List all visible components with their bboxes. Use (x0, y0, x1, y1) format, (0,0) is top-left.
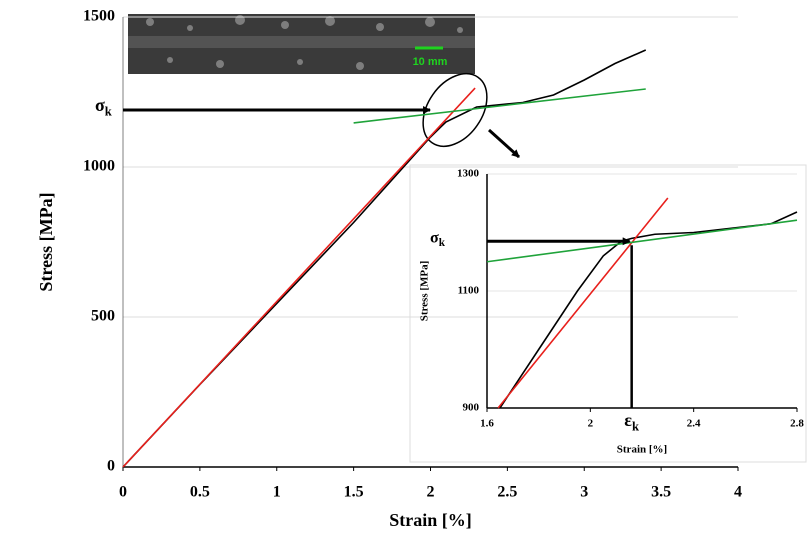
annotation-subscript: k (439, 237, 446, 249)
y-tick-label: 900 (463, 402, 480, 414)
inset-frame (409, 164, 807, 463)
annotation-label: σk (95, 95, 112, 118)
data-line (122, 87, 476, 468)
x-tick-label: 3 (580, 484, 588, 501)
annotation-symbol: σ (95, 95, 105, 115)
specimen-image: 10 mm (128, 14, 475, 74)
x-tick-label: 1.6 (480, 418, 494, 430)
zoom-arrow (487, 128, 521, 159)
zoom-ellipse (422, 73, 488, 147)
x-tick-label: 2 (588, 418, 594, 430)
annotation-label: εk (624, 410, 639, 433)
data-line (122, 49, 647, 468)
y-axis-label: Stress [MPa] (36, 192, 56, 291)
y-tick-label: 0 (107, 458, 115, 475)
x-tick-label: 2.4 (687, 418, 701, 430)
annotation-subscript: k (632, 419, 639, 433)
x-axis-label: Strain [%] (617, 444, 667, 456)
scale-label: 10 mm (413, 56, 448, 68)
y-axis-label: Stress [MPa] (419, 261, 431, 322)
y-tick-label: 1300 (457, 168, 480, 180)
annotation-symbol: ε (624, 410, 632, 430)
x-tick-label: 1 (273, 484, 281, 501)
y-tick-label: 500 (91, 308, 115, 325)
x-tick-label: 2.5 (497, 484, 517, 501)
data-line (497, 197, 669, 409)
y-tick-label: 1500 (83, 8, 115, 25)
x-tick-label: 3.5 (651, 484, 671, 501)
annotation-symbol: σ (430, 229, 439, 246)
data-line (353, 88, 646, 124)
annotation-label: σk (430, 229, 446, 249)
x-axis-label: Strain [%] (389, 510, 472, 530)
x-tick-label: 2.8 (790, 418, 804, 430)
x-tick-label: 2 (427, 484, 435, 501)
y-tick-label: 1000 (83, 158, 115, 175)
x-tick-label: 0 (119, 484, 127, 501)
x-tick-label: 1.5 (344, 484, 364, 501)
y-tick-label: 1100 (458, 285, 480, 297)
x-tick-label: 4 (734, 484, 742, 501)
annotation-subscript: k (105, 104, 112, 118)
x-tick-label: 0.5 (190, 484, 210, 501)
data-line (486, 219, 798, 263)
